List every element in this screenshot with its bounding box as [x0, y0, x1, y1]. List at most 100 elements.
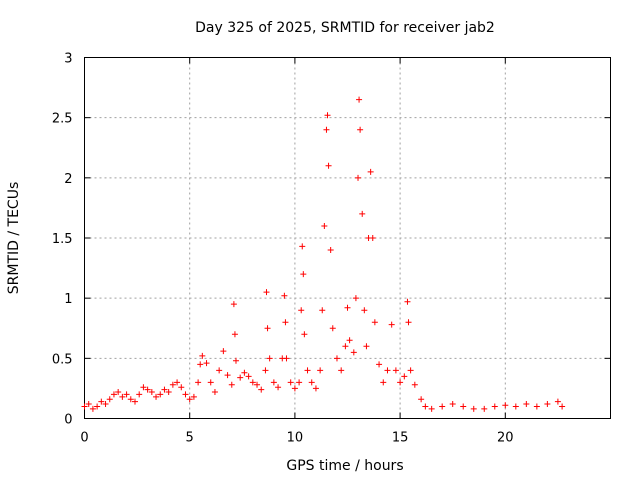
data-point	[371, 319, 378, 326]
data-point	[439, 403, 446, 410]
data-point	[282, 319, 289, 326]
data-point	[384, 367, 391, 374]
data-point	[380, 379, 387, 386]
data-point	[422, 403, 429, 410]
data-point	[418, 396, 425, 403]
data-point	[352, 295, 359, 302]
data-point	[262, 367, 269, 374]
data-point	[249, 379, 256, 386]
data-point	[275, 384, 282, 391]
x-tick-label: 15	[392, 431, 409, 446]
data-point	[554, 398, 561, 405]
data-point	[237, 374, 244, 381]
data-point	[392, 367, 399, 374]
data-point	[533, 403, 540, 410]
x-axis-label: GPS time / hours	[286, 458, 403, 474]
data-point	[411, 381, 418, 388]
data-point	[281, 292, 288, 299]
y-tick-label: 0.5	[52, 352, 73, 367]
data-point	[319, 307, 326, 314]
data-point	[169, 381, 176, 388]
y-tick-label: 1	[64, 292, 72, 307]
data-point	[270, 379, 277, 386]
data-point	[323, 126, 330, 133]
data-point	[296, 379, 303, 386]
data-point	[321, 222, 328, 229]
data-point	[140, 384, 147, 391]
data-point	[287, 379, 294, 386]
data-point	[329, 325, 336, 332]
y-tick-label: 0	[64, 413, 72, 428]
data-point	[512, 403, 519, 410]
y-tick-label: 2	[64, 172, 72, 187]
data-point	[232, 357, 239, 364]
data-point	[388, 321, 395, 328]
data-point	[231, 331, 238, 338]
data-point	[254, 381, 261, 388]
data-point	[376, 361, 383, 368]
data-point	[342, 343, 349, 350]
data-point	[344, 304, 351, 311]
data-point	[460, 403, 467, 410]
data-point	[291, 385, 298, 392]
data-point	[397, 379, 404, 386]
data-point	[369, 235, 376, 241]
data-point	[119, 393, 126, 400]
data-point	[367, 168, 374, 175]
data-point	[174, 379, 181, 386]
data-point	[357, 126, 364, 133]
data-point	[263, 289, 270, 296]
x-tick-label: 0	[80, 431, 88, 446]
data-point	[449, 401, 456, 408]
data-point	[211, 389, 218, 396]
data-point	[317, 367, 324, 374]
x-tick-label: 20	[497, 431, 514, 446]
data-point	[544, 401, 551, 408]
data-point	[131, 398, 138, 405]
data-point	[301, 331, 308, 338]
data-point	[220, 348, 227, 355]
data-point	[266, 355, 273, 362]
data-point	[230, 301, 237, 308]
data-point	[144, 386, 151, 393]
data-point	[148, 389, 155, 396]
grid	[84, 57, 611, 419]
data-point	[157, 391, 164, 398]
data-point	[94, 403, 101, 410]
x-tick-label: 5	[186, 431, 194, 446]
y-tick-label: 1.5	[52, 232, 73, 247]
data-point	[264, 325, 271, 332]
data-point	[186, 396, 193, 403]
y-axis-label: SRMTID / TECUs	[6, 182, 22, 295]
data-point	[356, 96, 363, 103]
data-point	[312, 385, 319, 392]
data-point	[102, 401, 109, 408]
data-point	[224, 372, 231, 379]
data-point	[153, 393, 160, 400]
y-tick-label: 2.5	[52, 112, 73, 127]
data-point	[327, 247, 334, 254]
data-point	[110, 391, 117, 398]
data-point	[299, 243, 306, 250]
data-point	[245, 373, 252, 380]
data-point	[203, 360, 210, 367]
data-point	[182, 391, 189, 398]
data-point	[190, 393, 197, 400]
data-point	[199, 352, 206, 359]
chart-title: Day 325 of 2025, SRMTID for receiver jab…	[195, 20, 495, 36]
data-point	[81, 403, 88, 410]
data-point	[304, 367, 311, 374]
data-point	[559, 403, 566, 410]
data-point	[258, 386, 265, 393]
data-point	[98, 398, 105, 405]
data-point	[502, 402, 509, 409]
data-point	[123, 391, 130, 398]
data-point	[470, 405, 477, 412]
data-point	[363, 343, 370, 350]
data-point	[491, 403, 498, 410]
data-points	[81, 96, 566, 412]
data-point	[350, 349, 357, 356]
data-point	[338, 367, 345, 374]
data-point	[401, 373, 408, 380]
data-point	[283, 355, 290, 362]
